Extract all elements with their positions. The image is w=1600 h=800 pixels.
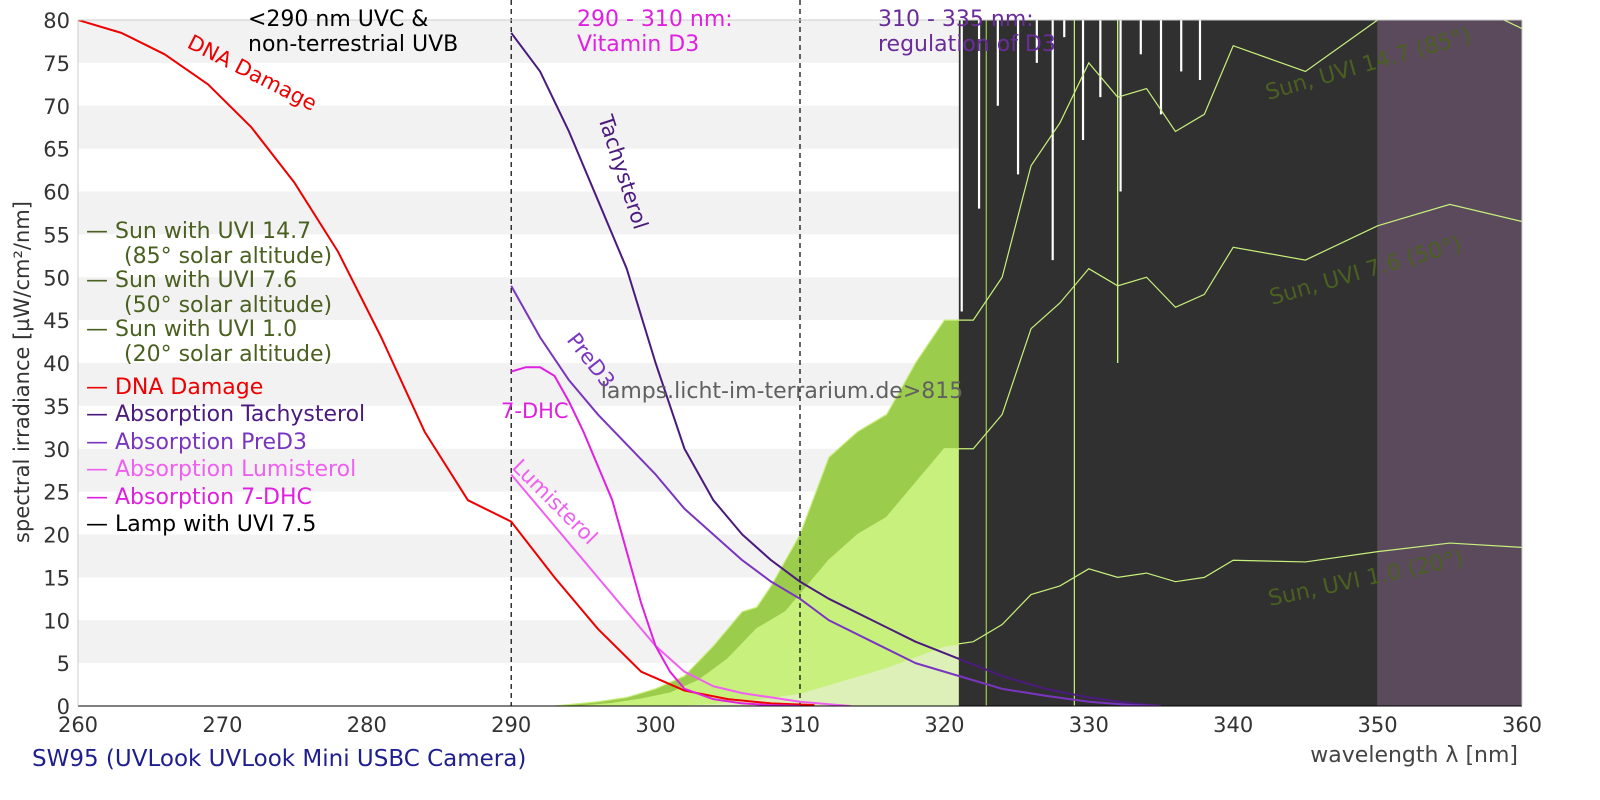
region-label: regulation of D3 [878, 32, 1056, 57]
series-line [510, 285, 1162, 706]
region-boundaries [510, 0, 801, 706]
x-tick-label: 310 [780, 713, 820, 737]
y-tick-label: 0 [57, 695, 70, 719]
y-tick-label: 20 [43, 524, 70, 548]
y-tick-label: 65 [43, 138, 70, 162]
curve-label: 7-DHC [501, 399, 569, 423]
x-axis-label: wavelength λ [nm] [1310, 743, 1518, 768]
legend-entry: — Lamp with UVI 7.5 [86, 512, 316, 537]
legend-entry: (85° solar altitude) [124, 244, 332, 269]
x-tick-label: 330 [1069, 713, 1109, 737]
region-label: non-terrestrial UVB [248, 32, 458, 57]
watermark: lamps.licht-im-terrarium.de>815 [601, 379, 964, 404]
x-tick-label: 300 [636, 713, 676, 737]
x-tick-label: 340 [1213, 713, 1253, 737]
absorption-curves [78, 20, 1162, 706]
y-tick-label: 55 [43, 223, 70, 247]
lamp-area-violet [1377, 20, 1522, 706]
y-tick-label: 30 [43, 438, 70, 462]
y-tick-label: 75 [43, 52, 70, 76]
legend: — Sun with UVI 14.7(85° solar altitude)—… [86, 219, 365, 537]
region-label: 310 - 335 nm: [878, 7, 1034, 32]
y-tick-label: 45 [43, 309, 70, 333]
sun-spectra-outlines [554, 20, 1522, 706]
x-tick-label: 290 [491, 713, 531, 737]
lamp-area [958, 20, 1378, 706]
x-tick-label: 280 [347, 713, 387, 737]
region-label: Vitamin D3 [577, 32, 699, 57]
y-tick-label: 60 [43, 181, 70, 205]
y-tick-label: 40 [43, 352, 70, 376]
series-line [510, 366, 801, 706]
legend-entry: (50° solar altitude) [124, 293, 332, 318]
legend-entry: — Sun with UVI 1.0 [86, 317, 297, 342]
sun-outline [655, 542, 1522, 706]
y-tick-label: 15 [43, 566, 70, 590]
legend-entry: (20° solar altitude) [124, 342, 332, 367]
region-label: <290 nm UVC & [248, 7, 428, 32]
sun-outline [583, 203, 1522, 706]
lamp-spectrum [958, 20, 1522, 706]
legend-entry: — Absorption Lumisterol [86, 457, 356, 482]
y-tick-label: 80 [43, 9, 70, 33]
y-tick-label: 50 [43, 266, 70, 290]
x-tick-label: 320 [924, 713, 964, 737]
y-tick-label: 10 [43, 609, 70, 633]
series-line [510, 32, 1162, 706]
legend-entry: — DNA Damage [86, 375, 263, 400]
legend-entry: — Absorption PreD3 [86, 430, 307, 455]
x-tick-label: 270 [202, 713, 242, 737]
region-label: 290 - 310 nm: [577, 7, 733, 32]
legend-entry: — Sun with UVI 14.7 [86, 219, 311, 244]
y-axis-label: spectral irradiance [µW/cm²/nm] [10, 201, 34, 543]
x-tick-label: 350 [1358, 713, 1398, 737]
y-tick-label: 70 [43, 95, 70, 119]
axes: 260 270 280 290 300 310 320 330 340 350 360 0 5 10 15 2… [10, 9, 1542, 768]
legend-entry: — Sun with UVI 7.6 [86, 268, 297, 293]
legend-entry: — Absorption Tachysterol [86, 402, 365, 427]
region-labels: <290 nm UVC &non-terrestrial UVB 290 - 31… [248, 7, 1056, 57]
y-tick-label: 25 [43, 481, 70, 505]
x-tick-label: 260 [58, 713, 98, 737]
caption: SW95 (UVLook UVLook Mini USBC Camera) [32, 746, 527, 772]
y-tick-label: 35 [43, 395, 70, 419]
series-line [510, 473, 851, 706]
sun-outline [554, 20, 1522, 706]
x-tick-label: 360 [1502, 713, 1542, 737]
y-tick-label: 5 [57, 652, 70, 676]
legend-entry: — Absorption 7-DHC [86, 485, 312, 510]
